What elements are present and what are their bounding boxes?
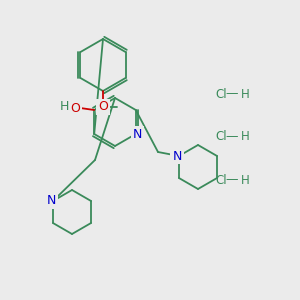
Text: H: H (241, 88, 250, 100)
Text: H: H (59, 100, 69, 112)
Text: H: H (241, 130, 250, 143)
Text: O: O (70, 101, 80, 115)
Text: —: — (226, 88, 238, 100)
Text: N: N (172, 149, 182, 163)
Text: —: — (226, 130, 238, 143)
Text: Cl: Cl (215, 130, 226, 143)
Text: N: N (133, 128, 142, 140)
Text: Cl: Cl (215, 173, 226, 187)
Text: —: — (226, 173, 238, 187)
Text: H: H (241, 173, 250, 187)
Text: Cl: Cl (215, 88, 226, 100)
Text: N: N (46, 194, 56, 208)
Text: O: O (98, 100, 108, 113)
